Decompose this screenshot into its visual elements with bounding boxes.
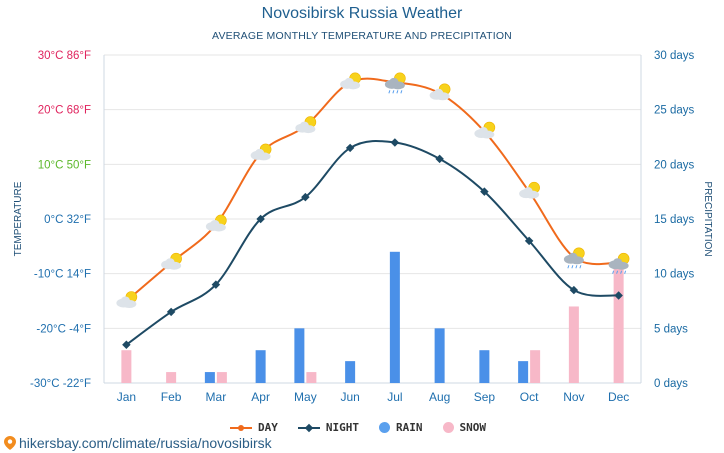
snow-bar (166, 372, 177, 383)
legend-item-night[interactable]: NIGHT (297, 421, 359, 434)
left-axis-title: TEMPERATURE (13, 181, 24, 256)
legend-item-snow[interactable]: SNOW (442, 421, 487, 434)
snow-bar (306, 372, 317, 383)
rain-bar (204, 372, 215, 383)
weather-icon-sun-cloud (116, 291, 138, 308)
night-point (122, 340, 131, 349)
legend-item-day[interactable]: DAY (230, 421, 278, 434)
month-label: Dec (608, 390, 629, 404)
weather-icon-sun-rain-cloud (563, 247, 585, 269)
precipitation-tick-label: 30 days (654, 50, 695, 62)
rain-bar (434, 328, 445, 383)
precipitation-tick-label: 5 days (654, 323, 688, 335)
night-point (166, 307, 176, 317)
month-label: Apr (251, 390, 270, 404)
precipitation-tick-label: 10 days (654, 269, 695, 281)
rain-bar (518, 361, 529, 383)
month-label: Jan (117, 390, 136, 404)
night-point (614, 291, 623, 300)
month-label: Mar (206, 390, 227, 404)
month-label: Feb (161, 390, 182, 404)
night-temperature-line (125, 139, 619, 346)
source-footer[interactable]: hikersbay.com/climate/russia/novosibirsk (4, 435, 272, 451)
weather-icon-sun-rain-cloud (608, 252, 630, 274)
chart-legend: DAY NIGHT RAIN SNOW (230, 421, 486, 434)
legend-rain-label: RAIN (396, 421, 423, 434)
right-axis-title: PRECIPITATION (702, 181, 713, 256)
rain-bar (255, 350, 266, 383)
location-pin-icon (4, 436, 16, 450)
night-point (345, 143, 355, 153)
month-label: Aug (429, 390, 450, 404)
legend-item-rain[interactable]: RAIN (379, 421, 423, 434)
source-url[interactable]: hikersbay.com/climate/russia/novosibirsk (19, 435, 272, 451)
month-label: Oct (520, 390, 539, 404)
night-point (480, 187, 489, 196)
month-label: Sep (474, 390, 496, 404)
snow-bar (568, 306, 579, 383)
weather-icon-sun-cloud (161, 252, 182, 270)
chart-title: Novosibirsk Russia Weather (261, 5, 463, 22)
month-label: Jun (340, 390, 359, 404)
legend-day-label: DAY (258, 421, 278, 434)
month-label: Jul (387, 390, 402, 404)
precipitation-tick-label: 15 days (654, 214, 695, 226)
temperature-tick-label: -10°C 14°F (34, 269, 91, 281)
precipitation-tick-label: 0 days (654, 378, 688, 390)
legend-night-label: NIGHT (325, 421, 359, 434)
rain-bar (345, 361, 356, 383)
weather-icon-sun-rain-cloud (384, 72, 406, 94)
snow-bar (613, 262, 624, 383)
weather-icon-sun-cloud (474, 121, 496, 139)
month-label: May (294, 390, 317, 404)
rain-bar (294, 328, 305, 383)
weather-icon-sun-cloud (205, 214, 227, 232)
rain-bar (479, 350, 490, 383)
temperature-tick-label: -20°C -4°F (36, 323, 91, 335)
weather-chart: 30°C 86°F 20°C 68°F 10°C 50°F 0°C 32°F -10°C… (13, 50, 713, 404)
night-point (435, 154, 444, 164)
snow-swatch (442, 422, 454, 433)
month-label: Nov (563, 390, 584, 404)
weather-icon-sun-cloud (340, 72, 361, 90)
temperature-tick-label: 0°C 32°F (44, 214, 91, 226)
rain-bar (389, 251, 400, 383)
chart-subtitle: AVERAGE MONTHLY TEMPERATURE AND PRECIPIT… (212, 30, 512, 42)
day-temperature-line (125, 77, 619, 302)
temperature-tick-label: 20°C 68°F (38, 105, 91, 117)
night-point (569, 285, 579, 295)
snow-bar (216, 372, 227, 383)
rain-swatch (379, 422, 390, 433)
night-point (256, 214, 265, 224)
night-point (301, 192, 310, 202)
snow-bar (121, 350, 132, 383)
temperature-tick-label: -30°C -22°F (30, 378, 91, 390)
precipitation-tick-label: 20 days (654, 159, 695, 171)
snow-bar (530, 350, 541, 383)
night-swatch (297, 422, 320, 434)
precipitation-tick-label: 25 days (654, 105, 695, 117)
weather-icon-sun-cloud (250, 143, 272, 161)
temperature-tick-label: 10°C 50°F (38, 159, 91, 171)
day-swatch (230, 422, 252, 434)
temperature-tick-label: 30°C 86°F (38, 50, 91, 62)
night-point (390, 138, 400, 147)
weather-icon-sun-cloud (295, 116, 317, 134)
weather-icon-sun-cloud (429, 83, 451, 101)
legend-snow-label: SNOW (459, 421, 487, 434)
night-point (211, 280, 221, 289)
weather-icon-sun-cloud (519, 181, 540, 199)
